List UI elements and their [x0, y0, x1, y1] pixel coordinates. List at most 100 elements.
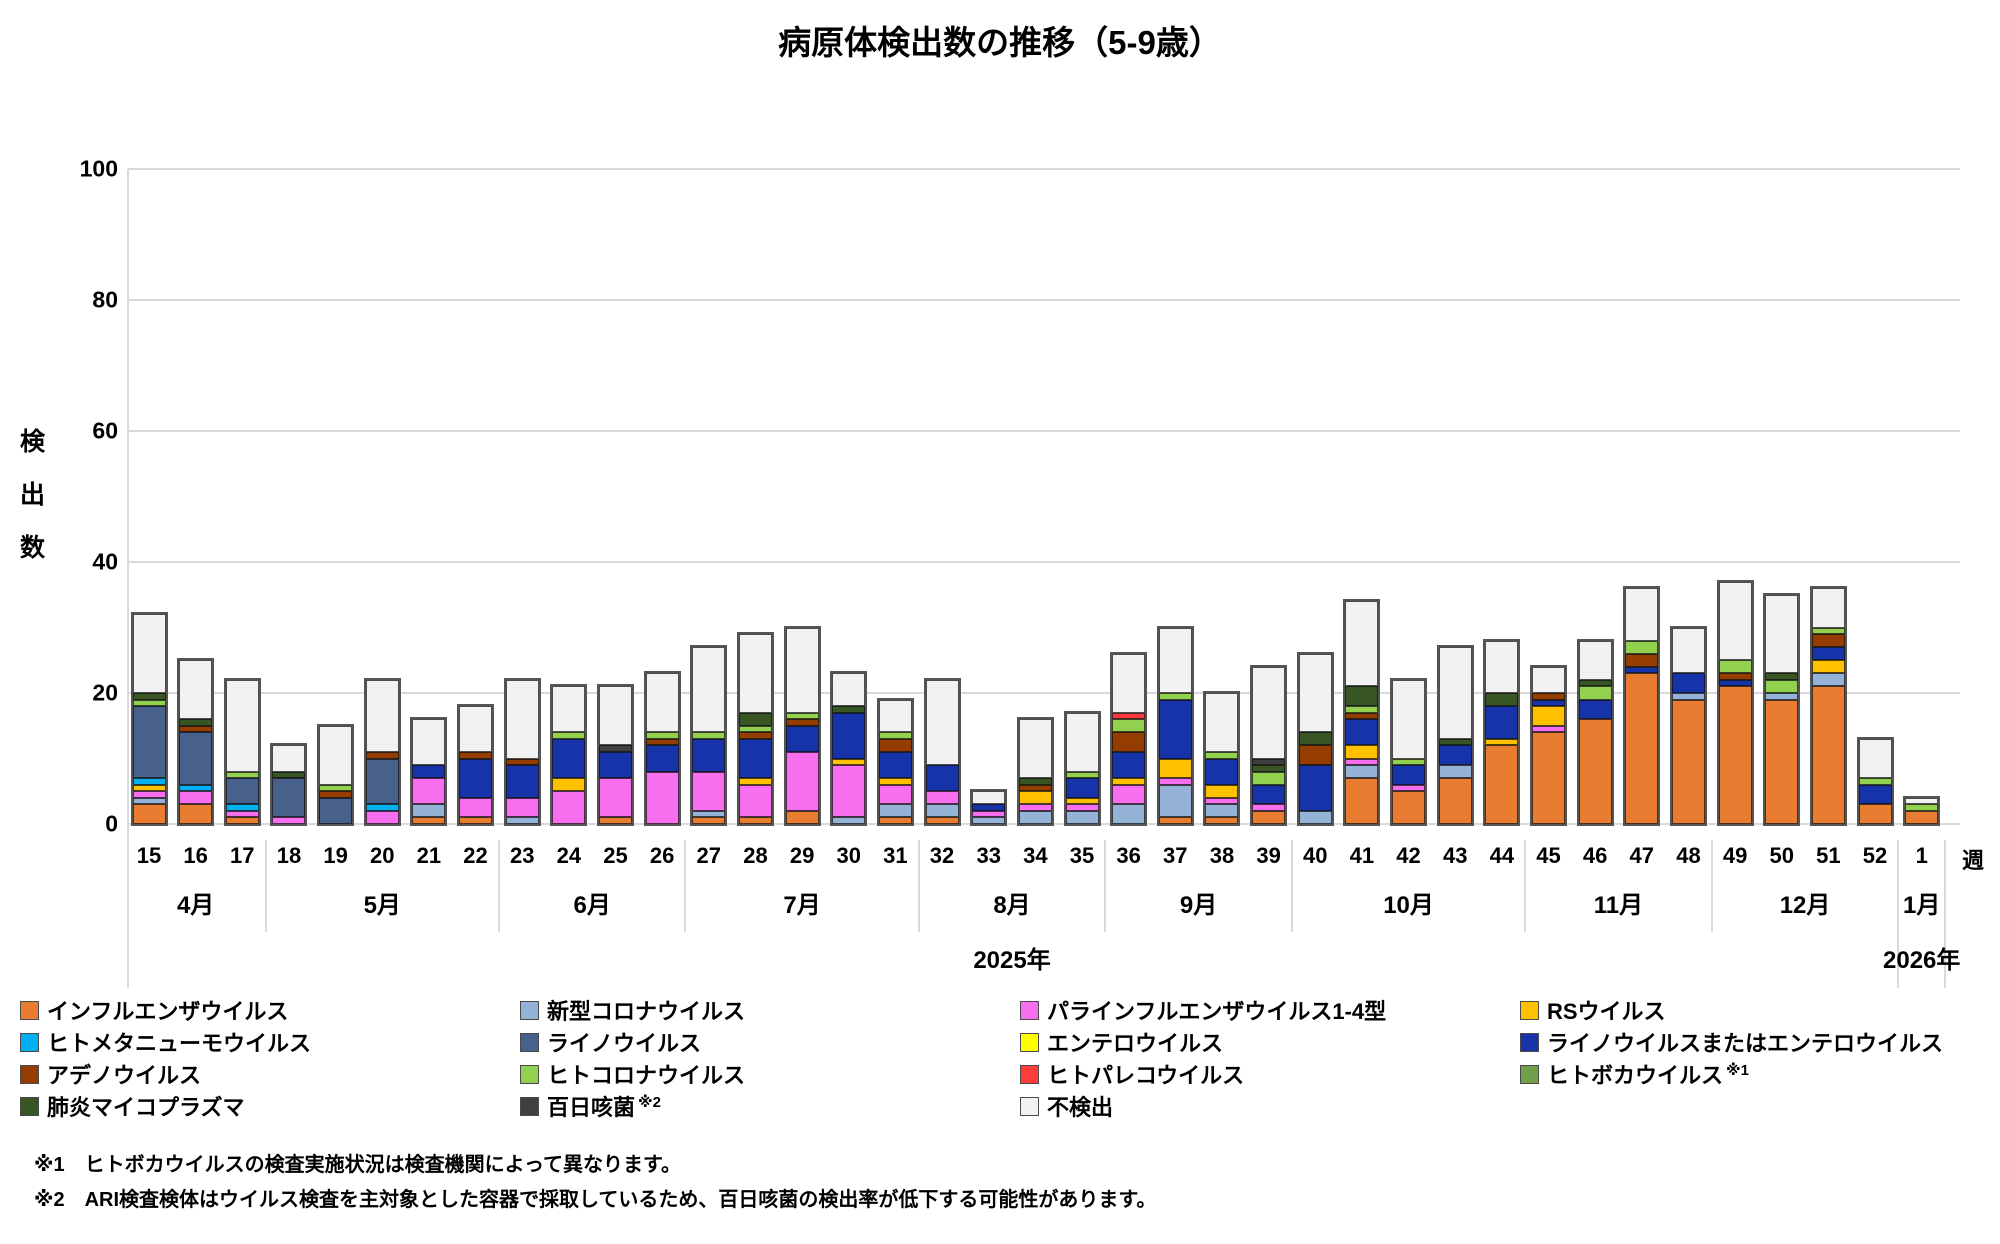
bar-segment-none	[552, 686, 586, 733]
bar-week-48	[1669, 625, 1707, 826]
legend-swatch-parecho	[1020, 1064, 1039, 1084]
y-axis-title-char: 出	[20, 481, 46, 509]
bar-segment-cov	[972, 817, 1006, 824]
bar-segment-rhino	[365, 758, 399, 805]
month-label-5月: 5月	[363, 892, 401, 919]
bar-segment-rhino	[225, 778, 259, 805]
year-separator	[1897, 932, 1900, 988]
bar-segment-cov	[832, 817, 866, 824]
y-axis-title: 検出数	[20, 422, 45, 564]
bar-segment-adeno	[1018, 784, 1052, 792]
week-label-17: 17	[230, 843, 255, 868]
bar-segment-para	[179, 791, 213, 805]
bar-segment-re	[972, 804, 1006, 811]
bar-segment-re	[1532, 699, 1565, 707]
bar-week-32	[923, 677, 961, 826]
bar-segment-adeno	[1345, 712, 1379, 720]
bar-segment-re	[1811, 647, 1845, 661]
bar-segment-flu	[1158, 817, 1192, 824]
bar-segment-none	[272, 745, 306, 772]
legend-swatch-para	[1020, 1000, 1039, 1020]
bar-segment-adeno	[179, 725, 213, 733]
bar-segment-hcov	[1065, 771, 1099, 779]
bar-segment-none	[1345, 601, 1379, 687]
week-label-40: 40	[1303, 843, 1328, 868]
legend-label-parecho: ヒトパレコウイルス	[1047, 1063, 1245, 1088]
legend-item-re: ライノウイルスまたはエンテロウイルス	[1520, 1026, 1943, 1058]
bar-segment-none	[1765, 594, 1799, 674]
week-label-34: 34	[1023, 843, 1048, 868]
legend-item-rs: RSウイルス	[1520, 994, 1666, 1026]
bar-week-29	[783, 625, 821, 826]
bar-segment-mpv	[365, 804, 399, 811]
gridline-100	[128, 168, 1960, 170]
bar-segment-cov	[132, 797, 166, 805]
bar-segment-flu	[1811, 686, 1845, 824]
bar-segment-rs	[832, 758, 866, 766]
y-tick-label: 100	[79, 155, 118, 182]
week-label-36: 36	[1116, 843, 1141, 868]
bar-week-39	[1250, 664, 1288, 826]
legend-swatch-rhino	[520, 1032, 539, 1052]
week-label-51: 51	[1816, 843, 1841, 868]
bar-segment-rs	[1205, 784, 1239, 798]
month-label-6月: 6月	[573, 892, 611, 919]
bar-segment-para	[878, 784, 912, 805]
bar-segment-none	[319, 725, 353, 785]
gridline-60	[128, 430, 1960, 432]
bar-segment-flu	[738, 817, 772, 824]
bar-segment-flu	[1345, 778, 1379, 824]
bar-segment-hcov	[1112, 719, 1146, 733]
bar-segment-flu	[1438, 778, 1472, 824]
week-label-46: 46	[1582, 843, 1608, 868]
month-label-9月: 9月	[1179, 892, 1218, 919]
bar-segment-none	[225, 679, 259, 772]
bar-week-31	[876, 697, 914, 826]
bar-segment-cov	[1205, 804, 1239, 818]
bar-segment-hcov	[692, 732, 726, 739]
week-label-31: 31	[883, 843, 908, 868]
bar-segment-hcov	[1765, 679, 1799, 694]
bar-segment-cov	[1018, 810, 1052, 824]
bar-segment-flu	[132, 804, 166, 824]
bar-segment-flu	[1532, 732, 1565, 824]
bar-week-49	[1716, 579, 1754, 826]
footnote-1: ※1 ヒトボカウイルスの検査実施状況は検査機関によって異なります。	[34, 1154, 681, 1176]
legend-label-cov: 新型コロナウイルス	[547, 999, 746, 1024]
bar-segment-para	[505, 797, 539, 818]
bar-segment-para	[832, 765, 866, 818]
bar-segment-cov	[412, 804, 446, 818]
bar-segment-para	[599, 778, 632, 818]
bar-week-28	[736, 632, 774, 826]
bar-segment-hcov	[878, 732, 912, 739]
legend-swatch-myco	[20, 1096, 39, 1116]
week-label-24: 24	[556, 843, 582, 868]
bar-segment-none	[505, 679, 539, 759]
legend-item-parecho: ヒトパレコウイルス	[1020, 1058, 1244, 1090]
week-label-28: 28	[743, 843, 768, 868]
month-separator	[1897, 840, 1900, 932]
bar-segment-para	[459, 797, 493, 818]
bar-segment-para	[365, 810, 399, 824]
bar-segment-re	[645, 745, 679, 772]
month-separator	[1104, 840, 1107, 932]
legend-label-myco: 肺炎マイコプラズマ	[47, 1095, 245, 1120]
week-label-29: 29	[789, 843, 815, 868]
week-label-44: 44	[1489, 843, 1515, 868]
week-label-18: 18	[276, 843, 302, 868]
bar-segment-flu	[1765, 699, 1799, 824]
bar-segment-none	[1065, 712, 1099, 772]
bar-segment-para	[552, 791, 586, 824]
bar-segment-myco	[1438, 738, 1472, 746]
bar-segment-rs	[878, 778, 912, 785]
y-tick-label: 60	[92, 417, 118, 444]
bar-segment-para	[225, 810, 259, 818]
week-label-42: 42	[1396, 843, 1421, 868]
legend-item-entero: エンテロウイルス	[1020, 1026, 1223, 1058]
gridline-20	[128, 692, 1960, 694]
bar-segment-rhino	[272, 778, 306, 818]
legend-swatch-flu	[20, 1000, 39, 1020]
bar-segment-hcov	[738, 725, 772, 733]
legend-swatch-adeno	[20, 1064, 39, 1084]
bar-week-41	[1343, 599, 1381, 826]
